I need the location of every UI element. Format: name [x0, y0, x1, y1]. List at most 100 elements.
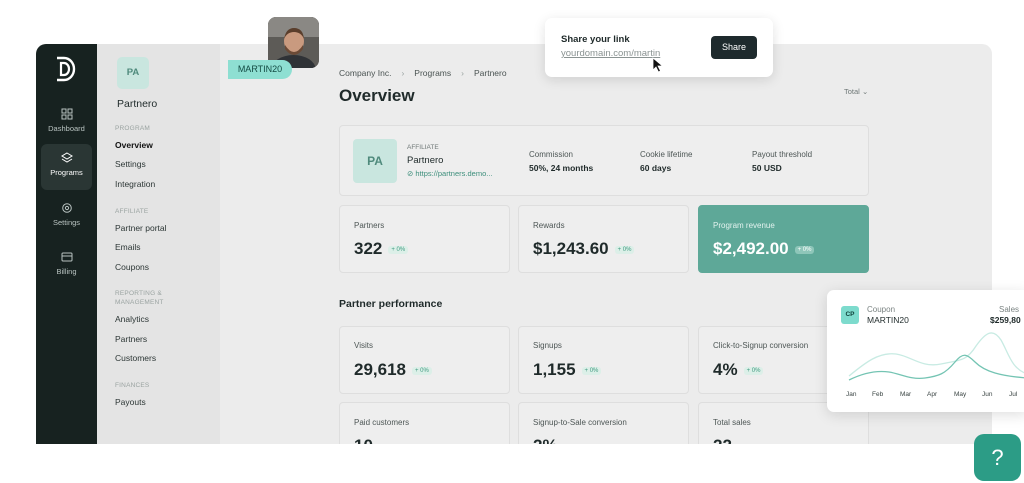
- sidebar-item-coupons[interactable]: Coupons: [115, 262, 150, 272]
- sales-label: Sales: [999, 305, 1020, 314]
- cookie-lifetime-value: 60 days: [640, 163, 672, 173]
- perf-value: 4% + 0%: [713, 360, 764, 380]
- rail-item-dashboard[interactable]: Dashboard: [41, 100, 92, 146]
- sidebar-item-settings[interactable]: Settings: [115, 159, 146, 169]
- sidebar-item-overview[interactable]: Overview: [115, 140, 153, 150]
- month-label: Jul: [1009, 391, 1018, 398]
- affiliate-url: https://partners.demo...: [415, 169, 493, 178]
- link-icon: ⊘: [407, 169, 416, 178]
- month-label: Mar: [900, 391, 912, 398]
- program-sidebar: PA Partnero PROGRAM Overview Settings In…: [97, 44, 220, 444]
- cookie-lifetime-label: Cookie lifetime: [640, 150, 693, 159]
- change-badge: + 0%: [412, 366, 432, 375]
- perf-label: Click-to-Signup conversion: [713, 341, 809, 350]
- payout-threshold-label: Payout threshold: [752, 150, 813, 159]
- perf-value: 1,155 + 0%: [533, 360, 602, 380]
- layers-icon: [60, 152, 73, 163]
- breadcrumb: Company Inc. › Programs › Partnero: [339, 68, 507, 78]
- sidebar-item-partners[interactable]: Partners: [115, 334, 148, 344]
- icon-rail: Dashboard Programs Settings: [36, 44, 97, 444]
- sales-value: $259,80: [990, 315, 1021, 325]
- chevron-right-icon: ›: [461, 68, 464, 78]
- change-badge: + 0%: [581, 366, 602, 375]
- partner-performance-heading: Partner performance: [339, 298, 443, 310]
- coupon-code: MARTIN20: [867, 315, 909, 325]
- sidebar-group-affiliate: AFFILIATE: [115, 208, 149, 215]
- sidebar-group-reporting: REPORTING & MANAGEMENT: [115, 290, 164, 306]
- rail-item-settings[interactable]: Settings: [41, 194, 92, 240]
- rail-item-programs[interactable]: Programs: [41, 144, 92, 190]
- sidebar-item-analytics[interactable]: Analytics: [115, 314, 150, 324]
- chevron-down-icon: ⌄: [861, 87, 869, 96]
- stat-number: $2,492.00: [713, 239, 789, 258]
- stat-number: $1,243.60: [533, 239, 609, 258]
- rail-item-label: Billing: [56, 267, 77, 276]
- change-badge: + 0%: [388, 245, 409, 254]
- perf-number: 29,618: [354, 360, 406, 379]
- total-filter-dropdown[interactable]: Total ⌄: [844, 87, 868, 96]
- share-button[interactable]: Share: [711, 36, 757, 59]
- rail-item-billing[interactable]: Billing: [41, 243, 92, 289]
- month-label: Feb: [872, 391, 884, 398]
- perf-label: Visits: [354, 341, 373, 350]
- stat-label: Rewards: [533, 221, 565, 230]
- chevron-right-icon: ›: [401, 68, 405, 78]
- month-label: Jun: [982, 391, 993, 398]
- month-label: May: [954, 391, 967, 398]
- coupon-label: Coupon: [867, 305, 896, 314]
- month-label: Apr: [927, 391, 938, 398]
- perf-number: 1,155: [533, 360, 576, 379]
- perf-number: 4%: [713, 360, 738, 379]
- stat-value: 322 + 0%: [354, 239, 409, 259]
- breadcrumb-programs[interactable]: Programs: [414, 68, 452, 78]
- affiliate-avatar: PA: [353, 139, 397, 183]
- help-button[interactable]: ?: [974, 434, 1021, 481]
- change-badge: + 0%: [743, 366, 764, 375]
- partnero-logo-icon[interactable]: [53, 56, 77, 82]
- share-title: Share your link: [561, 34, 630, 45]
- stat-label: Program revenue: [713, 221, 775, 230]
- breadcrumb-program: Partnero: [473, 68, 507, 78]
- sidebar-item-emails[interactable]: Emails: [115, 242, 141, 252]
- change-badge: + 0%: [794, 245, 815, 254]
- stat-value: $2,492.00 + 0%: [713, 239, 815, 259]
- perf-value: 10: [354, 436, 373, 444]
- rail-item-label: Dashboard: [48, 124, 85, 133]
- billing-icon: [61, 252, 72, 262]
- affiliate-label: AFFILIATE: [407, 144, 439, 151]
- rail-item-label: Programs: [50, 168, 83, 177]
- affiliate-name: Partnero: [407, 155, 444, 166]
- perf-card-visits: Visits 29,618 + 0%: [339, 326, 510, 394]
- partner-avatar: [268, 17, 319, 68]
- affiliate-url-link[interactable]: ⊘ https://partners.demo...: [407, 169, 493, 178]
- coupon-sales-card: CP Coupon MARTIN20 Sales $259,80 Jan Feb…: [827, 290, 1024, 412]
- page-title: Overview: [339, 86, 415, 105]
- stat-card-partners: Partners 322 + 0%: [339, 205, 510, 273]
- sidebar-group-program: PROGRAM: [115, 125, 150, 132]
- stat-value: $1,243.60 + 0%: [533, 239, 635, 259]
- perf-value: 22: [713, 436, 732, 444]
- sidebar-item-integration[interactable]: Integration: [115, 179, 156, 189]
- commission-label: Commission: [529, 150, 574, 159]
- stat-card-rewards: Rewards $1,243.60 + 0%: [518, 205, 689, 273]
- perf-card-signup-to-sale: Signup-to-Sale conversion 2%: [518, 402, 689, 444]
- commission-value: 50%, 24 months: [529, 163, 594, 173]
- breadcrumb-company[interactable]: Company Inc.: [339, 68, 392, 78]
- share-url-link[interactable]: yourdomain.com/martin: [561, 48, 661, 59]
- sidebar-group-finances: FINANCES: [115, 382, 150, 389]
- sidebar-item-payouts[interactable]: Payouts: [115, 397, 146, 407]
- gear-icon: [61, 203, 72, 213]
- sidebar-item-partner-portal[interactable]: Partner portal: [115, 223, 167, 233]
- perf-value: 2%: [533, 436, 558, 444]
- rail-item-label: Settings: [52, 218, 81, 227]
- program-name: Partnero: [117, 98, 158, 110]
- affiliate-card: PA AFFILIATE Partnero ⊘ https://partners…: [339, 125, 869, 196]
- month-label: Jan: [846, 391, 857, 398]
- perf-card-signups: Signups 1,155 + 0%: [518, 326, 689, 394]
- sales-sparkline: [848, 332, 1024, 381]
- partner-photo-icon: [268, 17, 319, 68]
- sidebar-item-customers[interactable]: Customers: [115, 353, 157, 363]
- change-badge: + 0%: [614, 245, 635, 254]
- stat-label: Partners: [354, 221, 385, 230]
- mouse-cursor-icon: [652, 57, 664, 73]
